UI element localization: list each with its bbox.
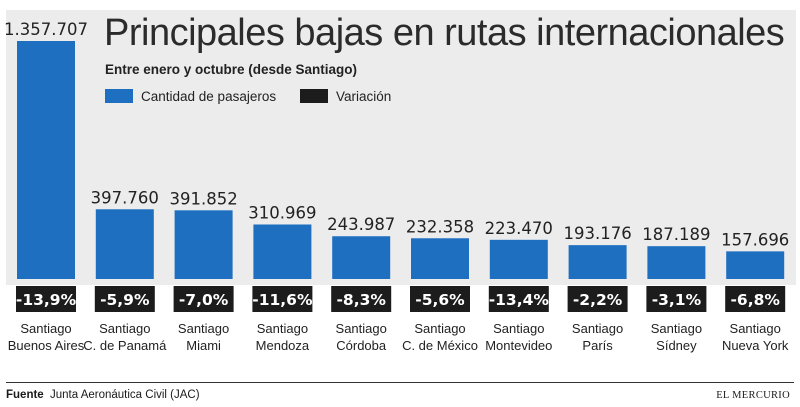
legend-label-passengers: Cantidad de pasajeros <box>141 88 277 104</box>
category-label-line2: París <box>582 338 613 353</box>
variation-label: -5,9% <box>100 291 150 309</box>
category-label-line1: Santiago <box>414 321 465 336</box>
variation-label: -3,1% <box>652 291 702 309</box>
variation-box <box>94 286 155 312</box>
category-label-line1: Santiago <box>99 321 150 336</box>
variation-label: -2,2% <box>573 291 623 309</box>
category-label-line1: Santiago <box>730 321 781 336</box>
bar <box>568 245 627 279</box>
bar <box>647 246 706 279</box>
category-label-line2: Buenos Aires <box>8 338 85 353</box>
category-label-line2: Mendoza <box>256 338 310 353</box>
variation-box <box>646 286 707 312</box>
legend-swatch-blue <box>105 89 133 103</box>
variation-box <box>173 286 234 312</box>
footer-brand: EL MERCURIO <box>716 390 790 401</box>
category-label-line1: Santiago <box>493 321 544 336</box>
variation-label: -11,6% <box>252 291 313 309</box>
bar-value-label: 397.760 <box>91 188 159 207</box>
footer-source-label: Fuente <box>6 389 44 401</box>
variation-label: -13,9% <box>16 291 77 309</box>
bar <box>17 41 75 279</box>
bar <box>411 238 469 279</box>
variation-label: -6,8% <box>730 291 780 309</box>
category-label-line1: Santiago <box>651 321 702 336</box>
category-label-line1: Santiago <box>257 321 308 336</box>
category-label-line2: C. de Panamá <box>83 338 167 353</box>
bar-value-label: 187.189 <box>642 225 710 244</box>
bar <box>174 210 233 279</box>
variation-box <box>725 286 786 312</box>
footer-source: Junta Aeronáutica Civil (JAC) <box>50 389 200 401</box>
variation-box <box>410 286 470 312</box>
chart-subtitle: Entre enero y octubre (desde Santiago) <box>105 62 358 77</box>
footer-divider <box>6 382 794 383</box>
variation-box <box>331 286 392 312</box>
category-label-line1: Santiago <box>20 321 71 336</box>
bar-value-label: 1.357.707 <box>4 20 88 39</box>
variation-label: -13,4% <box>489 291 550 309</box>
bar <box>726 251 785 279</box>
legend-swatch-black <box>300 89 328 103</box>
legend-label-variation: Variación <box>336 88 392 104</box>
variation-box <box>488 286 549 312</box>
bar-value-label: 193.176 <box>563 224 631 243</box>
bar <box>489 239 548 279</box>
category-label-line2: Córdoba <box>336 338 387 353</box>
category-label-line2: Miami <box>186 338 221 353</box>
category-label-line1: Santiago <box>336 321 387 336</box>
variation-box <box>16 286 76 312</box>
variation-label: -5,6% <box>415 291 465 309</box>
legend-item-variation: Variación <box>300 88 391 104</box>
bar-value-label: 391.852 <box>169 189 237 208</box>
category-label-line2: C. de México <box>402 338 478 353</box>
chart-title: Principales bajas en rutas internacional… <box>104 12 785 54</box>
variation-label: -8,3% <box>336 291 386 309</box>
bar-value-label: 157.696 <box>721 230 789 249</box>
variation-box <box>567 286 628 312</box>
bar <box>253 224 312 279</box>
category-label-line2: Sídney <box>656 338 697 353</box>
category-label-line2: Nueva York <box>722 338 789 353</box>
category-label-line2: Montevideo <box>485 338 552 353</box>
bar-value-label: 243.987 <box>327 215 395 234</box>
variation-label: -7,0% <box>179 291 229 309</box>
category-label-line1: Santiago <box>178 321 229 336</box>
bar <box>332 236 391 279</box>
category-label-line1: Santiago <box>572 321 623 336</box>
bar-value-label: 232.358 <box>406 217 474 236</box>
bar-value-label: 223.470 <box>485 219 553 238</box>
bar-value-label: 310.969 <box>248 203 316 222</box>
bar <box>95 209 154 279</box>
variation-box <box>252 286 313 312</box>
legend-item-passengers: Cantidad de pasajeros <box>105 88 276 104</box>
